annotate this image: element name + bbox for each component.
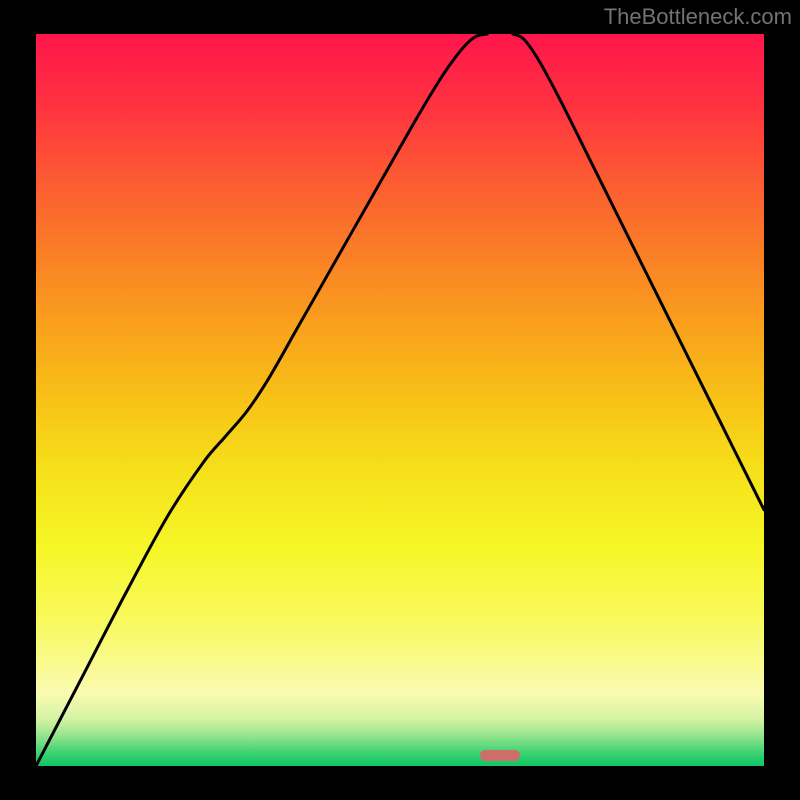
curve-left-branch — [36, 34, 487, 766]
chart-container: TheBottleneck.com — [0, 0, 800, 800]
curve-right-branch — [513, 34, 764, 510]
watermark-text: TheBottleneck.com — [604, 4, 792, 30]
bottleneck-curve — [36, 34, 764, 766]
optimum-marker — [480, 750, 520, 761]
plot-area — [36, 34, 764, 766]
